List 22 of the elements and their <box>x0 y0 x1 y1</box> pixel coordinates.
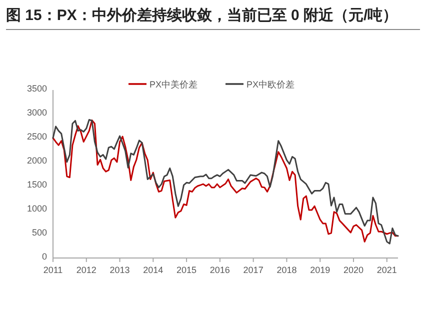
x-tick-label: 2020 <box>343 265 364 275</box>
legend-label: PX中欧价差 <box>246 80 295 90</box>
x-tick-label: 2021 <box>376 265 397 275</box>
y-tick-label: 1500 <box>26 180 47 190</box>
y-tick-label: 2000 <box>26 156 47 166</box>
x-tick-label: 2011 <box>43 265 63 275</box>
x-tick-label: 2014 <box>143 265 164 275</box>
x-tick-label: 2017 <box>243 265 264 275</box>
y-tick-label: 500 <box>32 228 47 238</box>
x-tick-label: 2015 <box>176 265 197 275</box>
legend-label: PX中美价差 <box>150 80 198 90</box>
y-tick-label: 3500 <box>26 84 47 94</box>
y-tick-label: 3000 <box>26 108 47 118</box>
chart-title: 图 15：PX：中外价差持续收敛，当前已至 0 附近（元/吨） <box>6 6 420 30</box>
x-tick-label: 2019 <box>310 265 330 275</box>
x-tick-label: 2013 <box>110 265 130 275</box>
y-tick-label: 2500 <box>26 132 47 142</box>
x-tick-label: 2016 <box>210 265 230 275</box>
y-tick-label: 1000 <box>26 204 47 214</box>
y-tick-label: 0 <box>42 252 47 262</box>
x-tick-label: 2012 <box>76 265 96 275</box>
x-tick-label: 2018 <box>276 265 297 275</box>
